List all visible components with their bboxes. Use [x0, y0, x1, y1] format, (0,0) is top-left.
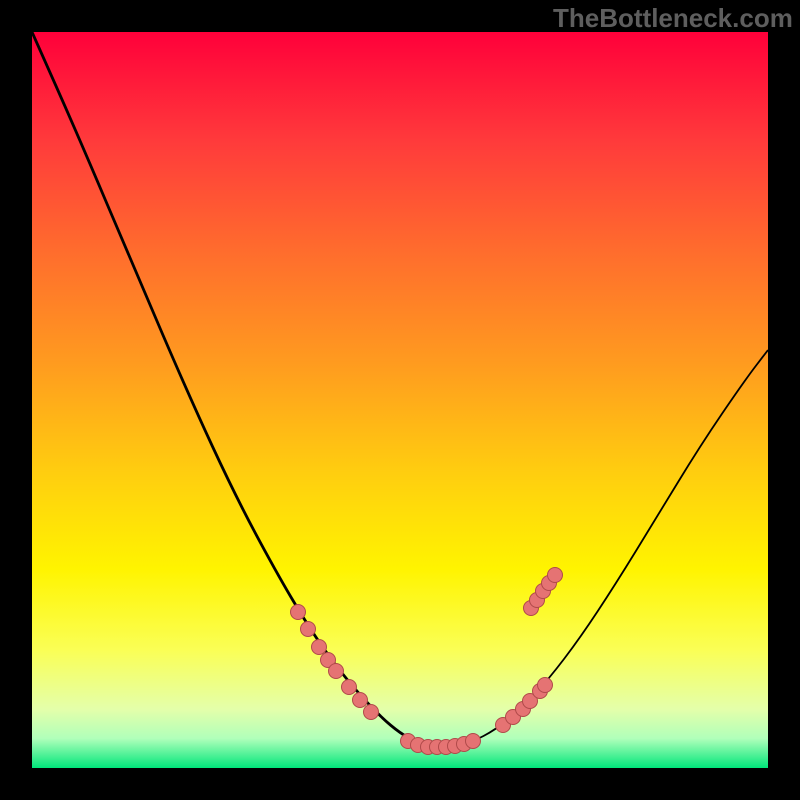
curve-marker: [538, 678, 553, 693]
gradient-background: [32, 32, 768, 768]
curve-marker: [312, 640, 327, 655]
watermark-text: TheBottleneck.com: [553, 3, 793, 34]
curve-marker: [353, 693, 368, 708]
plot-canvas: [0, 0, 800, 800]
curve-marker: [301, 622, 316, 637]
curve-marker: [364, 705, 379, 720]
curve-marker: [466, 734, 481, 749]
curve-marker: [291, 605, 306, 620]
curve-marker: [329, 664, 344, 679]
curve-marker: [548, 568, 563, 583]
curve-marker: [342, 680, 357, 695]
